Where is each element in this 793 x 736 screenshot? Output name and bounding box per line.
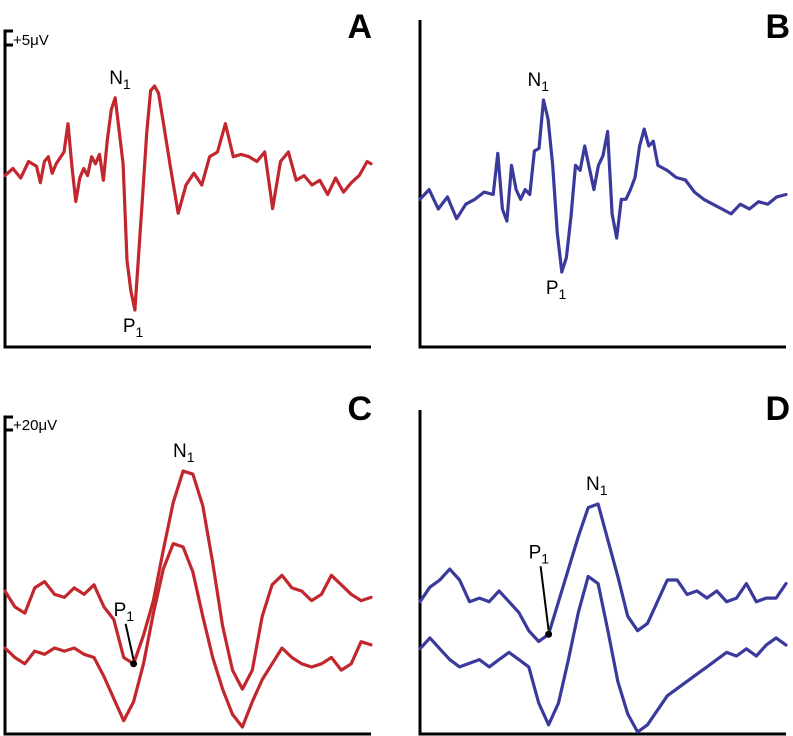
- panel-c-scale-label: +20μV: [13, 417, 57, 434]
- peak-label-n1: N1: [173, 441, 195, 465]
- peak-label-p1: P1: [123, 316, 144, 340]
- panel-a-traces: [3, 84, 373, 312]
- panel-b-peak-labels: N1 P1: [528, 70, 567, 302]
- erp-trace-2: [418, 574, 788, 734]
- panel-a-letter: A: [347, 8, 372, 46]
- panel-b-axes: [418, 20, 786, 349]
- erp-trace-1: [3, 84, 373, 312]
- panel-d-traces: [418, 502, 788, 734]
- panel-c-axes: [3, 430, 371, 736]
- p1-leader-line: [539, 566, 550, 631]
- erp-trace-2: [3, 542, 373, 729]
- peak-label-n1: N1: [586, 474, 608, 498]
- panel-b-letter: B: [765, 8, 790, 46]
- peak-label-n1: N1: [528, 70, 550, 94]
- peak-label-p1: P1: [114, 600, 135, 624]
- erp-trace-1: [418, 502, 788, 644]
- panel-b-traces: [418, 98, 788, 274]
- panel-c-peak-labels: N1 P1: [114, 441, 195, 668]
- panel-c-letter: C: [347, 390, 372, 428]
- panel-c: +20μV C N1 P1: [3, 390, 373, 736]
- peak-label-p1: P1: [529, 542, 550, 566]
- panel-a: +5μV A N1 P1: [3, 8, 373, 349]
- panel-c-traces: [3, 469, 373, 729]
- panel-a-axes: [3, 45, 371, 349]
- p1-leader-line: [124, 623, 135, 661]
- panel-a-scale-label: +5μV: [13, 32, 49, 49]
- peak-label-n1: N1: [109, 68, 131, 92]
- panel-d: D N1 P1: [418, 390, 790, 736]
- p1-marker-dot: [130, 660, 138, 668]
- panel-d-peak-labels: N1 P1: [529, 474, 608, 638]
- panel-d-letter: D: [765, 390, 790, 428]
- panel-c-scale-bar: [3, 415, 13, 432]
- panel-b: B N1 P1: [418, 8, 790, 349]
- panel-a-peak-labels: N1 P1: [109, 68, 143, 340]
- peak-label-p1: P1: [546, 278, 567, 302]
- panel-a-scale-bar: [3, 29, 13, 47]
- erp-trace-1: [418, 98, 788, 274]
- erp-trace-1: [3, 469, 373, 691]
- p1-marker-dot: [545, 630, 553, 638]
- panel-d-axes: [418, 410, 786, 736]
